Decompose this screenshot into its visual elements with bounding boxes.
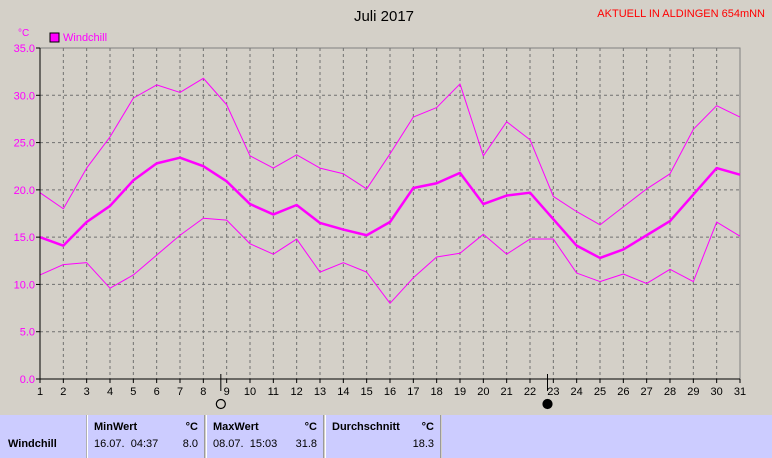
max-unit: °C: [304, 421, 317, 433]
series-line-min: [39, 217, 741, 304]
min-cell: MinWert °C 16.07. 04:37 8.0: [87, 415, 205, 458]
x-tick-label: 7: [177, 386, 183, 398]
y-tick-label: 5.0: [20, 327, 35, 339]
x-tick-label: 18: [431, 386, 443, 398]
x-tick-label: 23: [547, 386, 559, 398]
x-tick-label: 13: [314, 386, 326, 398]
x-tick-label: 1: [37, 386, 43, 398]
x-tick-label: 21: [501, 386, 513, 398]
table-filler: [442, 415, 772, 458]
min-time: 04:37: [130, 438, 159, 450]
min-datetime: 16.07. 04:37: [94, 438, 158, 450]
x-tick-label: 11: [268, 386, 279, 398]
min-unit: °C: [185, 421, 198, 433]
series-line-max: [39, 77, 741, 226]
x-tick-label: 20: [477, 386, 489, 398]
x-tick-label: 12: [291, 386, 303, 398]
y-tick-label: 35.0: [14, 43, 35, 55]
x-tick-label: 4: [107, 386, 113, 398]
y-axis-unit: °C: [18, 28, 29, 39]
min-value: 8.0: [182, 438, 198, 450]
legend-swatch: [49, 32, 60, 43]
y-tick-label: 15.0: [14, 232, 35, 244]
x-tick-label: 15: [361, 386, 373, 398]
x-tick-label: 25: [594, 386, 606, 398]
x-tick-label: 8: [200, 386, 206, 398]
x-tick-label: 26: [617, 386, 629, 398]
x-tick-label: 5: [130, 386, 136, 398]
max-datetime: 08.07. 15:03: [213, 438, 277, 450]
avg-unit: °C: [421, 421, 434, 433]
x-tick-label: 29: [687, 386, 699, 398]
y-tick-label: 25.0: [14, 138, 35, 150]
max-cell: MaxWert °C 08.07. 15:03 31.8: [206, 415, 324, 458]
y-tick-label: 0.0: [20, 374, 35, 386]
x-tick-label: 19: [454, 386, 466, 398]
plot-area: 0.05.010.015.020.025.030.035.01 2 3 4 5 6 7 8 9 1…: [14, 43, 746, 410]
x-tick-label: 6: [154, 386, 160, 398]
y-tick-label: 20.0: [14, 185, 35, 197]
series-line-avg: [39, 156, 741, 260]
chart-title: Juli 2017: [354, 8, 414, 25]
x-tick-label: 17: [407, 386, 419, 398]
x-tick-label: 30: [711, 386, 723, 398]
table-row-label: Windchill: [0, 415, 87, 458]
x-tick-label: 31: [734, 386, 746, 398]
x-tick-label: 27: [641, 386, 653, 398]
x-tick-label: 22: [524, 386, 536, 398]
avg-cell: Durchschnitt °C 18.3: [325, 415, 441, 458]
x-tick-label: 16: [384, 386, 396, 398]
station-label: AKTUELL IN ALDINGEN 654mNN: [597, 8, 765, 20]
max-header: MaxWert: [213, 421, 259, 433]
x-tick-label: 14: [337, 386, 349, 398]
x-tick-label: 9: [224, 386, 230, 398]
max-value: 31.8: [295, 438, 317, 450]
min-date: 16.07.: [94, 438, 125, 450]
x-tick-label: 3: [84, 386, 90, 398]
windchill-chart: Juli 2017 AKTUELL IN ALDINGEN 654mNN °C …: [14, 8, 765, 410]
y-tick-label: 10.0: [14, 279, 35, 291]
avg-value: 18.3: [412, 438, 434, 450]
full-moon-icon: [215, 398, 226, 410]
max-time: 15:03: [249, 438, 278, 450]
x-tick-label: 2: [60, 386, 66, 398]
new-moon-icon: [542, 398, 553, 410]
y-tick-label: 30.0: [14, 90, 35, 102]
row-label-windchill: Windchill: [8, 438, 57, 450]
min-header: MinWert: [94, 421, 138, 433]
legend-label: Windchill: [63, 32, 107, 44]
x-tick-label: 10: [244, 386, 256, 398]
avg-header: Durchschnitt: [332, 421, 400, 433]
x-tick-label: 24: [571, 386, 583, 398]
max-date: 08.07.: [213, 438, 244, 450]
x-tick-label: 28: [664, 386, 676, 398]
